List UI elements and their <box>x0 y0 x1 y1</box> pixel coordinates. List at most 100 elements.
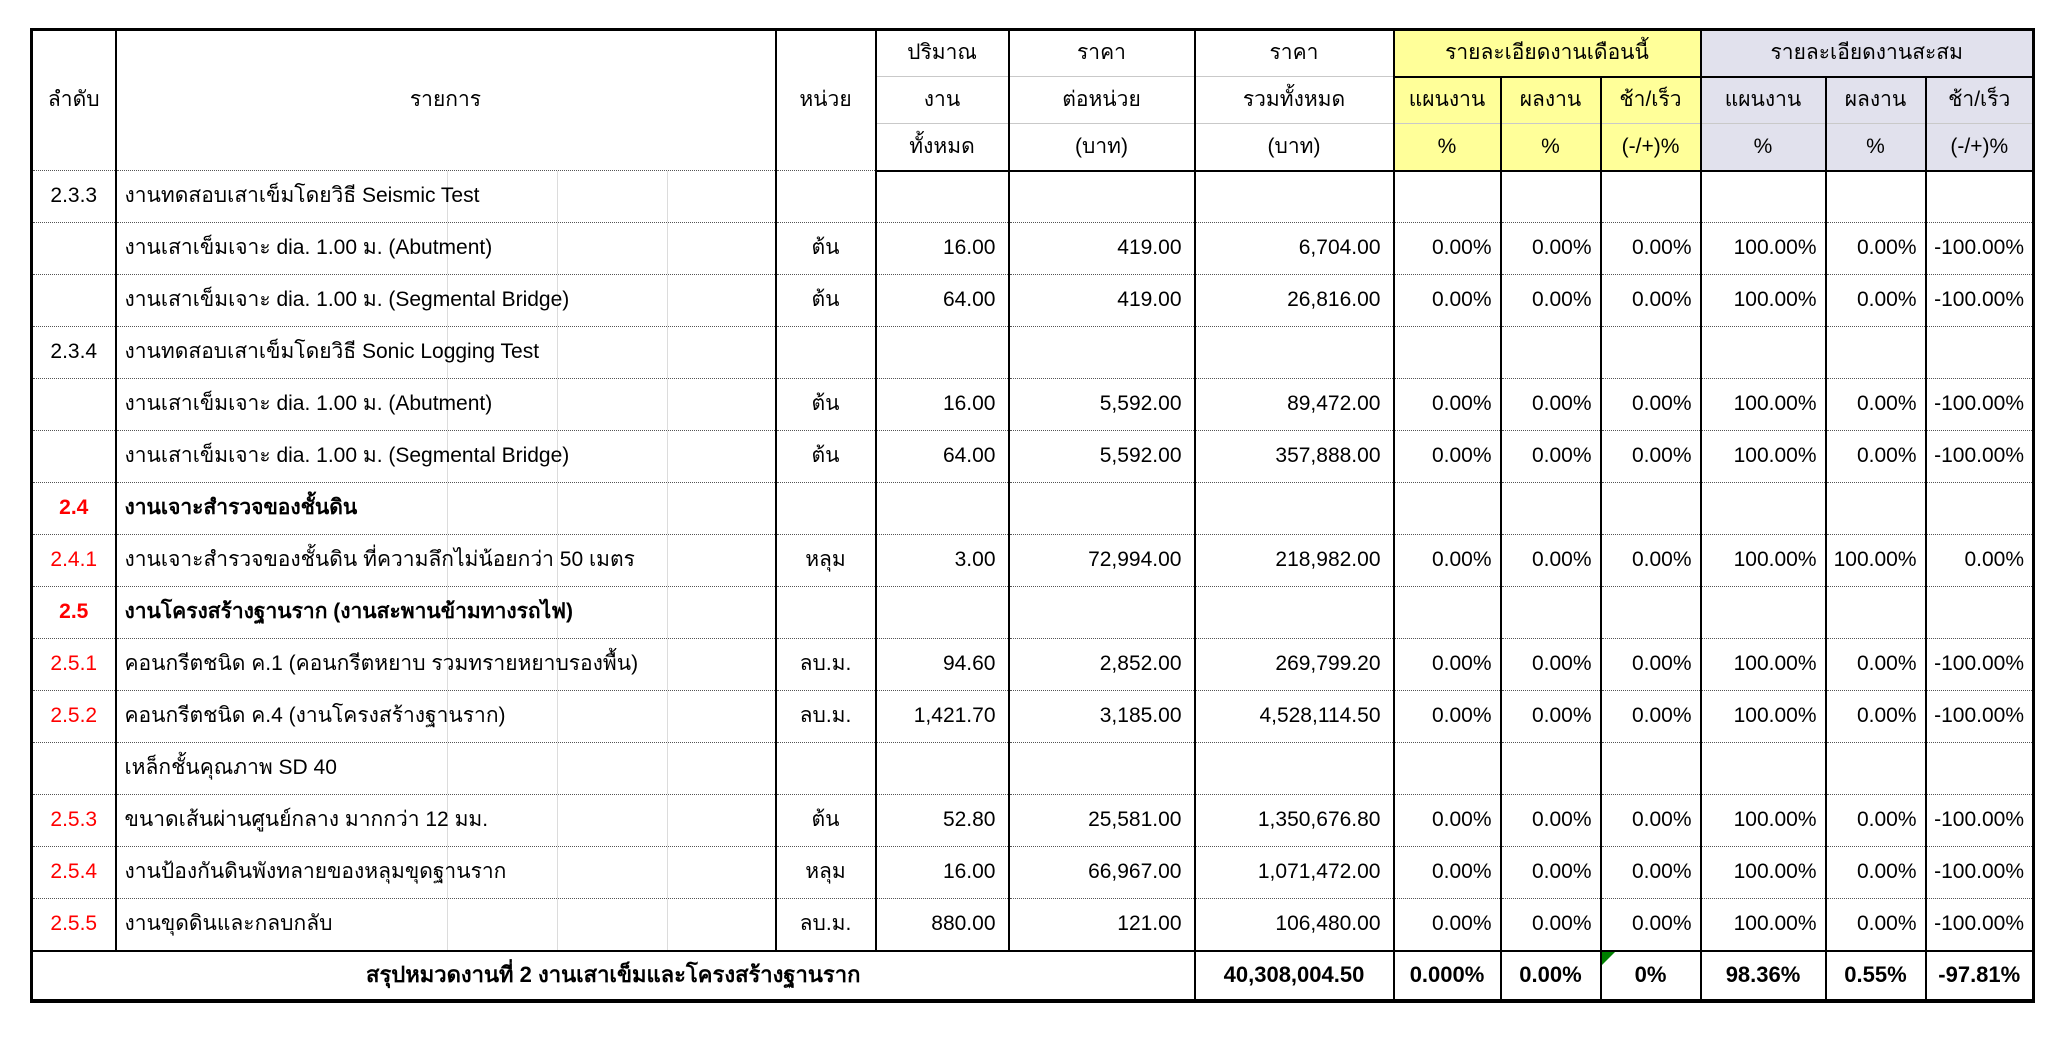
cell-no <box>30 274 116 327</box>
cell-c_plan: 100.00% <box>1699 690 1826 743</box>
cell-desc: ขนาดเส้นผ่านศูนย์กลาง มากกว่า 12 มม. <box>114 794 776 847</box>
cell-c_actual: 0.00% <box>1824 378 1926 431</box>
cell-no <box>30 430 116 483</box>
cell-qty: 64.00 <box>874 430 1009 483</box>
cell-c_actual: 0.00% <box>1824 794 1926 847</box>
cell-c_diff: -100.00% <box>1924 222 2034 275</box>
header-cum-diff: ช้า/เร็ว <box>1924 76 2034 124</box>
cell-m_diff: 0.00% <box>1599 430 1701 483</box>
summary-cum-actual: 0.55% <box>1824 949 1926 1001</box>
cell-c_actual <box>1824 742 1926 795</box>
cell-desc: งานเสาเข็มเจาะ dia. 1.00 ม. (Abutment) <box>114 378 776 431</box>
header-month-group: รายละเอียดงานเดือนนี้ <box>1392 29 1701 78</box>
cell-unit_price <box>1007 586 1195 639</box>
cell-unit: ต้น <box>774 430 876 483</box>
cell-c_diff <box>1924 586 2034 639</box>
cell-c_actual: 0.00% <box>1824 430 1926 483</box>
cell-m_diff <box>1599 170 1701 223</box>
header-month-diff-pct: (-/+)% <box>1599 123 1701 172</box>
cell-c_diff <box>1924 170 2034 223</box>
cell-c_diff: -100.00% <box>1924 690 2034 743</box>
cell-m_plan: 0.00% <box>1392 690 1501 743</box>
cell-unit: ลบ.ม. <box>774 638 876 691</box>
cell-m_plan <box>1392 170 1501 223</box>
cell-unit: ต้น <box>774 274 876 327</box>
cell-m_actual <box>1499 170 1601 223</box>
cell-no: 2.3.4 <box>30 326 116 379</box>
cell-c_actual: 0.00% <box>1824 690 1926 743</box>
cell-unit_price <box>1007 742 1195 795</box>
cell-c_plan: 100.00% <box>1699 378 1826 431</box>
cell-m_diff: 0.00% <box>1599 794 1701 847</box>
cell-unit: ลบ.ม. <box>774 898 876 951</box>
cell-unit_price: 419.00 <box>1007 222 1195 275</box>
cell-m_actual: 0.00% <box>1499 898 1601 951</box>
cell-m_actual: 0.00% <box>1499 690 1601 743</box>
table-row: 2.5.3 ขนาดเส้นผ่านศูนย์กลาง มากกว่า 12 มม… <box>30 794 2034 847</box>
cell-c_diff: -100.00% <box>1924 378 2034 431</box>
header-cum-diff-pct: (-/+)% <box>1924 123 2034 172</box>
cell-c_plan: 100.00% <box>1699 430 1826 483</box>
cell-m_plan: 0.00% <box>1392 898 1501 951</box>
cell-no: 2.5.1 <box>30 638 116 691</box>
cell-m_plan <box>1392 742 1501 795</box>
cell-unit: ต้น <box>774 794 876 847</box>
cell-m_diff: 0.00% <box>1599 690 1701 743</box>
summary-total: 40,308,004.50 <box>1193 949 1394 1001</box>
cell-c_actual: 0.00% <box>1824 222 1926 275</box>
header-cum-plan: แผนงาน <box>1699 76 1826 124</box>
cell-m_plan: 0.00% <box>1392 846 1501 899</box>
cell-m_diff: 0.00% <box>1599 638 1701 691</box>
header-total-line3: (บาท) <box>1193 123 1394 172</box>
cell-desc: เหล็กชั้นคุณภาพ SD 40 <box>114 742 776 795</box>
cell-no: 2.3.3 <box>30 170 116 223</box>
header-month-plan: แผนงาน <box>1392 76 1501 124</box>
cell-total: 218,982.00 <box>1193 534 1394 587</box>
cell-qty: 16.00 <box>874 222 1009 275</box>
summary-row: สรุปหมวดงานที่ 2 งานเสาเข็มและโครงสร้างฐ… <box>30 949 2034 1001</box>
cell-desc: งานโครงสร้างฐานราก (งานสะพานข้ามทางรถไฟ) <box>114 586 776 639</box>
cell-c_plan: 100.00% <box>1699 846 1826 899</box>
cell-unit <box>774 326 876 379</box>
cell-m_actual: 0.00% <box>1499 794 1601 847</box>
cell-c_actual <box>1824 326 1926 379</box>
cell-unit <box>774 482 876 535</box>
cell-qty <box>874 170 1009 223</box>
header-unit-price-line3: (บาท) <box>1007 123 1195 172</box>
summary-month-plan: 0.000% <box>1392 949 1501 1001</box>
cell-m_diff: 0.00% <box>1599 846 1701 899</box>
header-month-actual-pct: % <box>1499 123 1601 172</box>
cell-total: 357,888.00 <box>1193 430 1394 483</box>
cell-total: 106,480.00 <box>1193 898 1394 951</box>
header-total-line1: ราคา <box>1193 29 1394 77</box>
cell-c_plan: 100.00% <box>1699 274 1826 327</box>
cell-c_diff: -100.00% <box>1924 430 2034 483</box>
cell-qty: 64.00 <box>874 274 1009 327</box>
table-row: งานเสาเข็มเจาะ dia. 1.00 ม. (Abutment) ต้… <box>30 378 2034 431</box>
cell-c_plan: 100.00% <box>1699 534 1826 587</box>
summary-label: สรุปหมวดงานที่ 2 งานเสาเข็มและโครงสร้างฐ… <box>30 949 1195 1001</box>
cell-desc: งานป้องกันดินพังทลายของหลุมขุดฐานราก <box>114 846 776 899</box>
cell-c_plan: 100.00% <box>1699 222 1826 275</box>
cell-m_actual <box>1499 586 1601 639</box>
cell-c_actual: 0.00% <box>1824 638 1926 691</box>
cell-total <box>1193 170 1394 223</box>
cell-no: 2.4 <box>30 482 116 535</box>
cell-m_actual: 0.00% <box>1499 274 1601 327</box>
cell-m_actual <box>1499 326 1601 379</box>
cell-c_actual <box>1824 170 1926 223</box>
cell-desc: งานเจาะสำรวจของชั้นดิน <box>114 482 776 535</box>
table-row: 2.5.4 งานป้องกันดินพังทลายของหลุมขุดฐานรา… <box>30 846 2034 899</box>
summary-cum-plan: 98.36% <box>1699 949 1826 1001</box>
cell-m_diff: 0.00% <box>1599 274 1701 327</box>
cell-total <box>1193 742 1394 795</box>
cell-c_plan <box>1699 482 1826 535</box>
cell-no <box>30 742 116 795</box>
cell-desc: งานทดสอบเสาเข็มโดยวิธี Seismic Test <box>114 170 776 223</box>
cell-c_actual: 0.00% <box>1824 898 1926 951</box>
cell-c_actual: 0.00% <box>1824 846 1926 899</box>
cell-m_diff <box>1599 326 1701 379</box>
cell-desc: งานเสาเข็มเจาะ dia. 1.00 ม. (Segmental B… <box>114 274 776 327</box>
cell-unit_price: 72,994.00 <box>1007 534 1195 587</box>
